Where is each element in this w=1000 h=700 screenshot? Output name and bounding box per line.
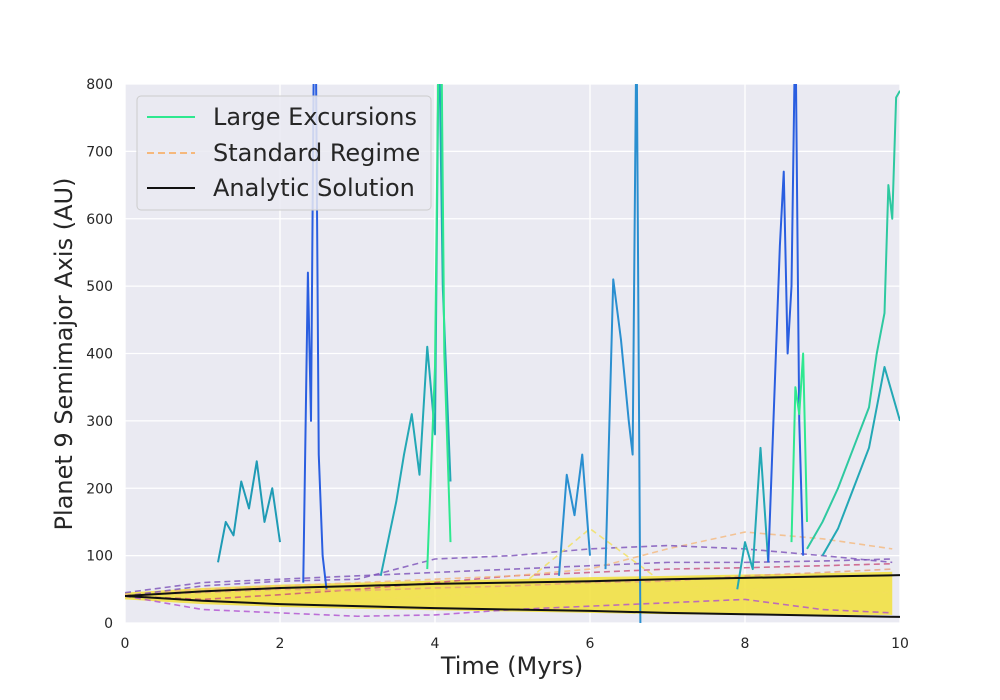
large-excursions-line-6 bbox=[736, 446, 770, 590]
large-excursions-line-4 bbox=[558, 453, 591, 576]
large-excursions-line-3 bbox=[426, 84, 452, 570]
large-excursions-line-7 bbox=[767, 84, 805, 563]
x-tick-label-1: 2 bbox=[276, 636, 285, 652]
y-tick-labels: 0 100 200 300 400 500 600 700 800 bbox=[86, 77, 113, 632]
x-tick-labels: 0 2 4 6 8 10 bbox=[121, 636, 909, 652]
x-tick-label-3: 6 bbox=[586, 636, 595, 652]
x-tick-label-2: 4 bbox=[431, 636, 440, 652]
y-axis-label: Planet 9 Semimajor Axis (AU) bbox=[50, 178, 78, 531]
y-tick-label-5: 500 bbox=[86, 279, 113, 295]
y-tick-label-2: 200 bbox=[86, 481, 113, 497]
y-tick-label-0: 0 bbox=[104, 616, 113, 632]
large-excursions-line-2 bbox=[379, 84, 452, 577]
legend: Large Excursions Standard Regime Analyti… bbox=[136, 95, 432, 211]
legend-box bbox=[136, 95, 432, 211]
legend-label-large-excursions: Large Excursions bbox=[213, 103, 417, 131]
analytic-solution-line-0 bbox=[125, 574, 900, 598]
x-tick-label-0: 0 bbox=[121, 636, 130, 652]
large-excursions-line-10 bbox=[821, 365, 900, 557]
large-excursions-line-8 bbox=[790, 352, 808, 543]
x-axis-label: Time (Myrs) bbox=[440, 652, 583, 680]
large-excursions-line-5 bbox=[604, 84, 642, 623]
analytic-solution-line-1 bbox=[125, 595, 900, 618]
data-layer bbox=[125, 84, 900, 623]
standard-regime-line-2 bbox=[125, 531, 893, 596]
legend-label-standard-regime: Standard Regime bbox=[213, 139, 420, 167]
x-tick-label-4: 8 bbox=[741, 636, 750, 652]
large-excursions-line-9 bbox=[806, 90, 900, 550]
large-excursions-line-1 bbox=[302, 84, 328, 590]
y-tick-label-7: 700 bbox=[86, 144, 113, 160]
x-tick-label-5: 10 bbox=[891, 636, 909, 652]
y-tick-label-1: 100 bbox=[86, 549, 113, 565]
grid bbox=[124, 83, 901, 624]
standard-regime-line-5 bbox=[125, 595, 893, 618]
y-tick-label-4: 400 bbox=[86, 347, 113, 363]
y-tick-label-3: 300 bbox=[86, 414, 113, 430]
legend-label-analytic-solution: Analytic Solution bbox=[213, 174, 415, 202]
large-excursions-line-0 bbox=[217, 460, 281, 563]
y-tick-label-6: 600 bbox=[86, 212, 113, 228]
y-tick-label-8: 800 bbox=[86, 77, 113, 93]
standard-regime-line-3 bbox=[125, 544, 893, 597]
